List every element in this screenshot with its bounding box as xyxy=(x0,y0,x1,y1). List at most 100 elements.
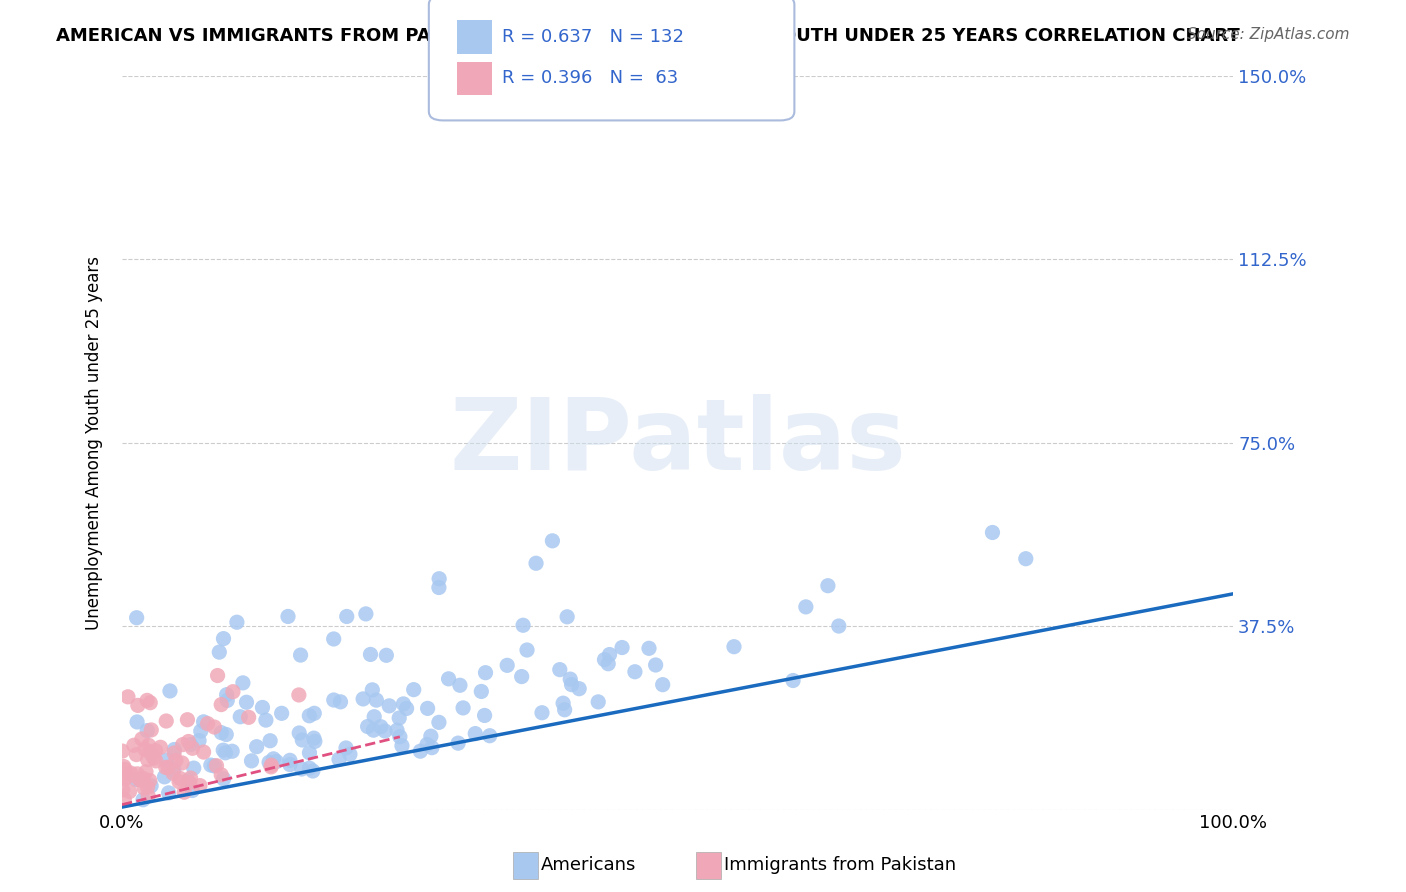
Point xyxy=(624,665,647,679)
Point xyxy=(167,774,190,789)
Point xyxy=(593,653,616,667)
Point xyxy=(132,793,155,807)
Point xyxy=(181,783,204,797)
Point xyxy=(416,701,439,715)
Point xyxy=(651,678,673,692)
Point xyxy=(165,754,187,768)
Point xyxy=(322,632,344,646)
Point xyxy=(112,793,135,807)
Point xyxy=(553,696,575,710)
Point xyxy=(304,706,326,721)
Point xyxy=(363,709,385,723)
Point xyxy=(197,716,219,731)
Point xyxy=(136,693,159,707)
Point xyxy=(135,764,157,779)
Point xyxy=(136,780,159,794)
Point xyxy=(554,703,576,717)
Point xyxy=(254,713,277,727)
Point xyxy=(555,609,578,624)
Point xyxy=(524,556,547,570)
Point xyxy=(170,756,193,770)
Point xyxy=(370,720,392,734)
Point xyxy=(212,772,235,786)
Point xyxy=(416,738,439,752)
Point xyxy=(181,741,204,756)
Point xyxy=(363,723,385,738)
Point xyxy=(111,783,134,797)
Point xyxy=(131,731,153,746)
Point xyxy=(828,619,851,633)
Point xyxy=(145,744,167,758)
Point xyxy=(354,607,377,621)
Point xyxy=(225,615,247,630)
Point xyxy=(112,772,135,786)
Point xyxy=(180,738,202,752)
Point xyxy=(205,758,228,772)
Point xyxy=(132,780,155,795)
Point xyxy=(437,672,460,686)
Point xyxy=(451,701,474,715)
Point xyxy=(202,759,225,773)
Point xyxy=(229,710,252,724)
Point xyxy=(391,739,413,753)
Point xyxy=(162,766,184,780)
Point xyxy=(240,754,263,768)
Point xyxy=(260,760,283,774)
Point xyxy=(252,700,274,714)
Point xyxy=(190,724,212,739)
Point xyxy=(138,739,160,753)
Point xyxy=(193,714,215,729)
Point xyxy=(782,673,804,688)
Point xyxy=(183,761,205,775)
Point xyxy=(644,658,666,673)
Text: Immigrants from Pakistan: Immigrants from Pakistan xyxy=(724,856,956,874)
Point xyxy=(128,772,150,787)
Point xyxy=(374,724,396,739)
Point xyxy=(568,681,591,696)
Point xyxy=(385,723,408,738)
Point xyxy=(496,658,519,673)
Y-axis label: Unemployment Among Youth under 25 years: Unemployment Among Youth under 25 years xyxy=(86,255,103,630)
Point xyxy=(290,648,312,662)
Point xyxy=(598,657,620,671)
Point xyxy=(155,760,177,774)
Point xyxy=(111,744,134,758)
Point xyxy=(188,779,211,793)
Point xyxy=(395,701,418,715)
Point xyxy=(136,723,159,738)
Point xyxy=(278,753,301,767)
Point xyxy=(179,775,201,789)
Point xyxy=(172,738,194,752)
Text: AMERICAN VS IMMIGRANTS FROM PAKISTAN UNEMPLOYMENT AMONG YOUTH UNDER 25 YEARS COR: AMERICAN VS IMMIGRANTS FROM PAKISTAN UNE… xyxy=(56,27,1240,45)
Point xyxy=(266,755,288,769)
Point xyxy=(139,779,162,793)
Point xyxy=(177,734,200,748)
Text: R = 0.637   N = 132: R = 0.637 N = 132 xyxy=(502,28,683,45)
Point xyxy=(141,723,163,737)
Point xyxy=(215,688,238,702)
Point xyxy=(402,682,425,697)
Point xyxy=(301,764,323,778)
Point xyxy=(232,676,254,690)
Point xyxy=(638,641,661,656)
Point xyxy=(474,708,496,723)
Point xyxy=(322,693,344,707)
Point xyxy=(516,643,538,657)
Point xyxy=(157,760,180,774)
Point xyxy=(298,746,321,760)
Point xyxy=(328,752,350,766)
Point xyxy=(270,706,292,721)
Point xyxy=(134,742,156,756)
Point xyxy=(278,757,301,772)
Point xyxy=(208,645,231,659)
Point xyxy=(388,730,411,744)
Point xyxy=(114,763,136,777)
Point xyxy=(155,714,177,728)
Point xyxy=(359,648,381,662)
Point xyxy=(118,784,141,798)
Point xyxy=(125,714,148,729)
Point xyxy=(145,754,167,768)
Point xyxy=(127,767,149,781)
Point xyxy=(288,688,311,702)
Point xyxy=(427,572,450,586)
